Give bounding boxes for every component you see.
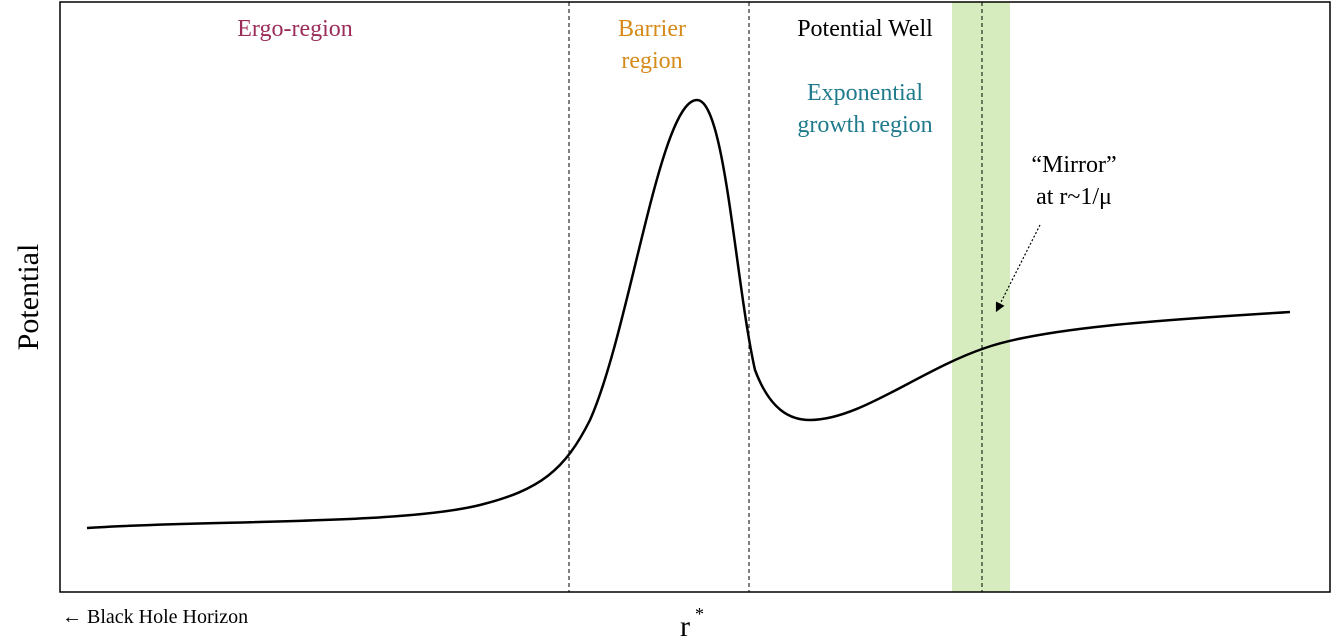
x-axis-label: r (680, 610, 690, 642)
y-axis-label: Potential (12, 244, 45, 351)
growth-label: Exponential (807, 80, 923, 106)
barrier-label: Barrier (618, 16, 686, 42)
mirror-label: “Mirror” (1031, 152, 1116, 178)
frame (59, 1, 1331, 593)
potential-curve (86, 98, 1291, 530)
barrier-label: region (621, 48, 682, 74)
x-axis-label-sup: * (695, 604, 704, 624)
mirror-label: at r~1/μ (1036, 184, 1112, 210)
mirror-band (952, 2, 1010, 592)
horizon-label: ← Black Hole Horizon (62, 606, 248, 628)
growth-label: growth region (797, 112, 932, 138)
ergo-label: Ergo-region (237, 16, 353, 42)
well-label: Potential Well (797, 16, 933, 42)
